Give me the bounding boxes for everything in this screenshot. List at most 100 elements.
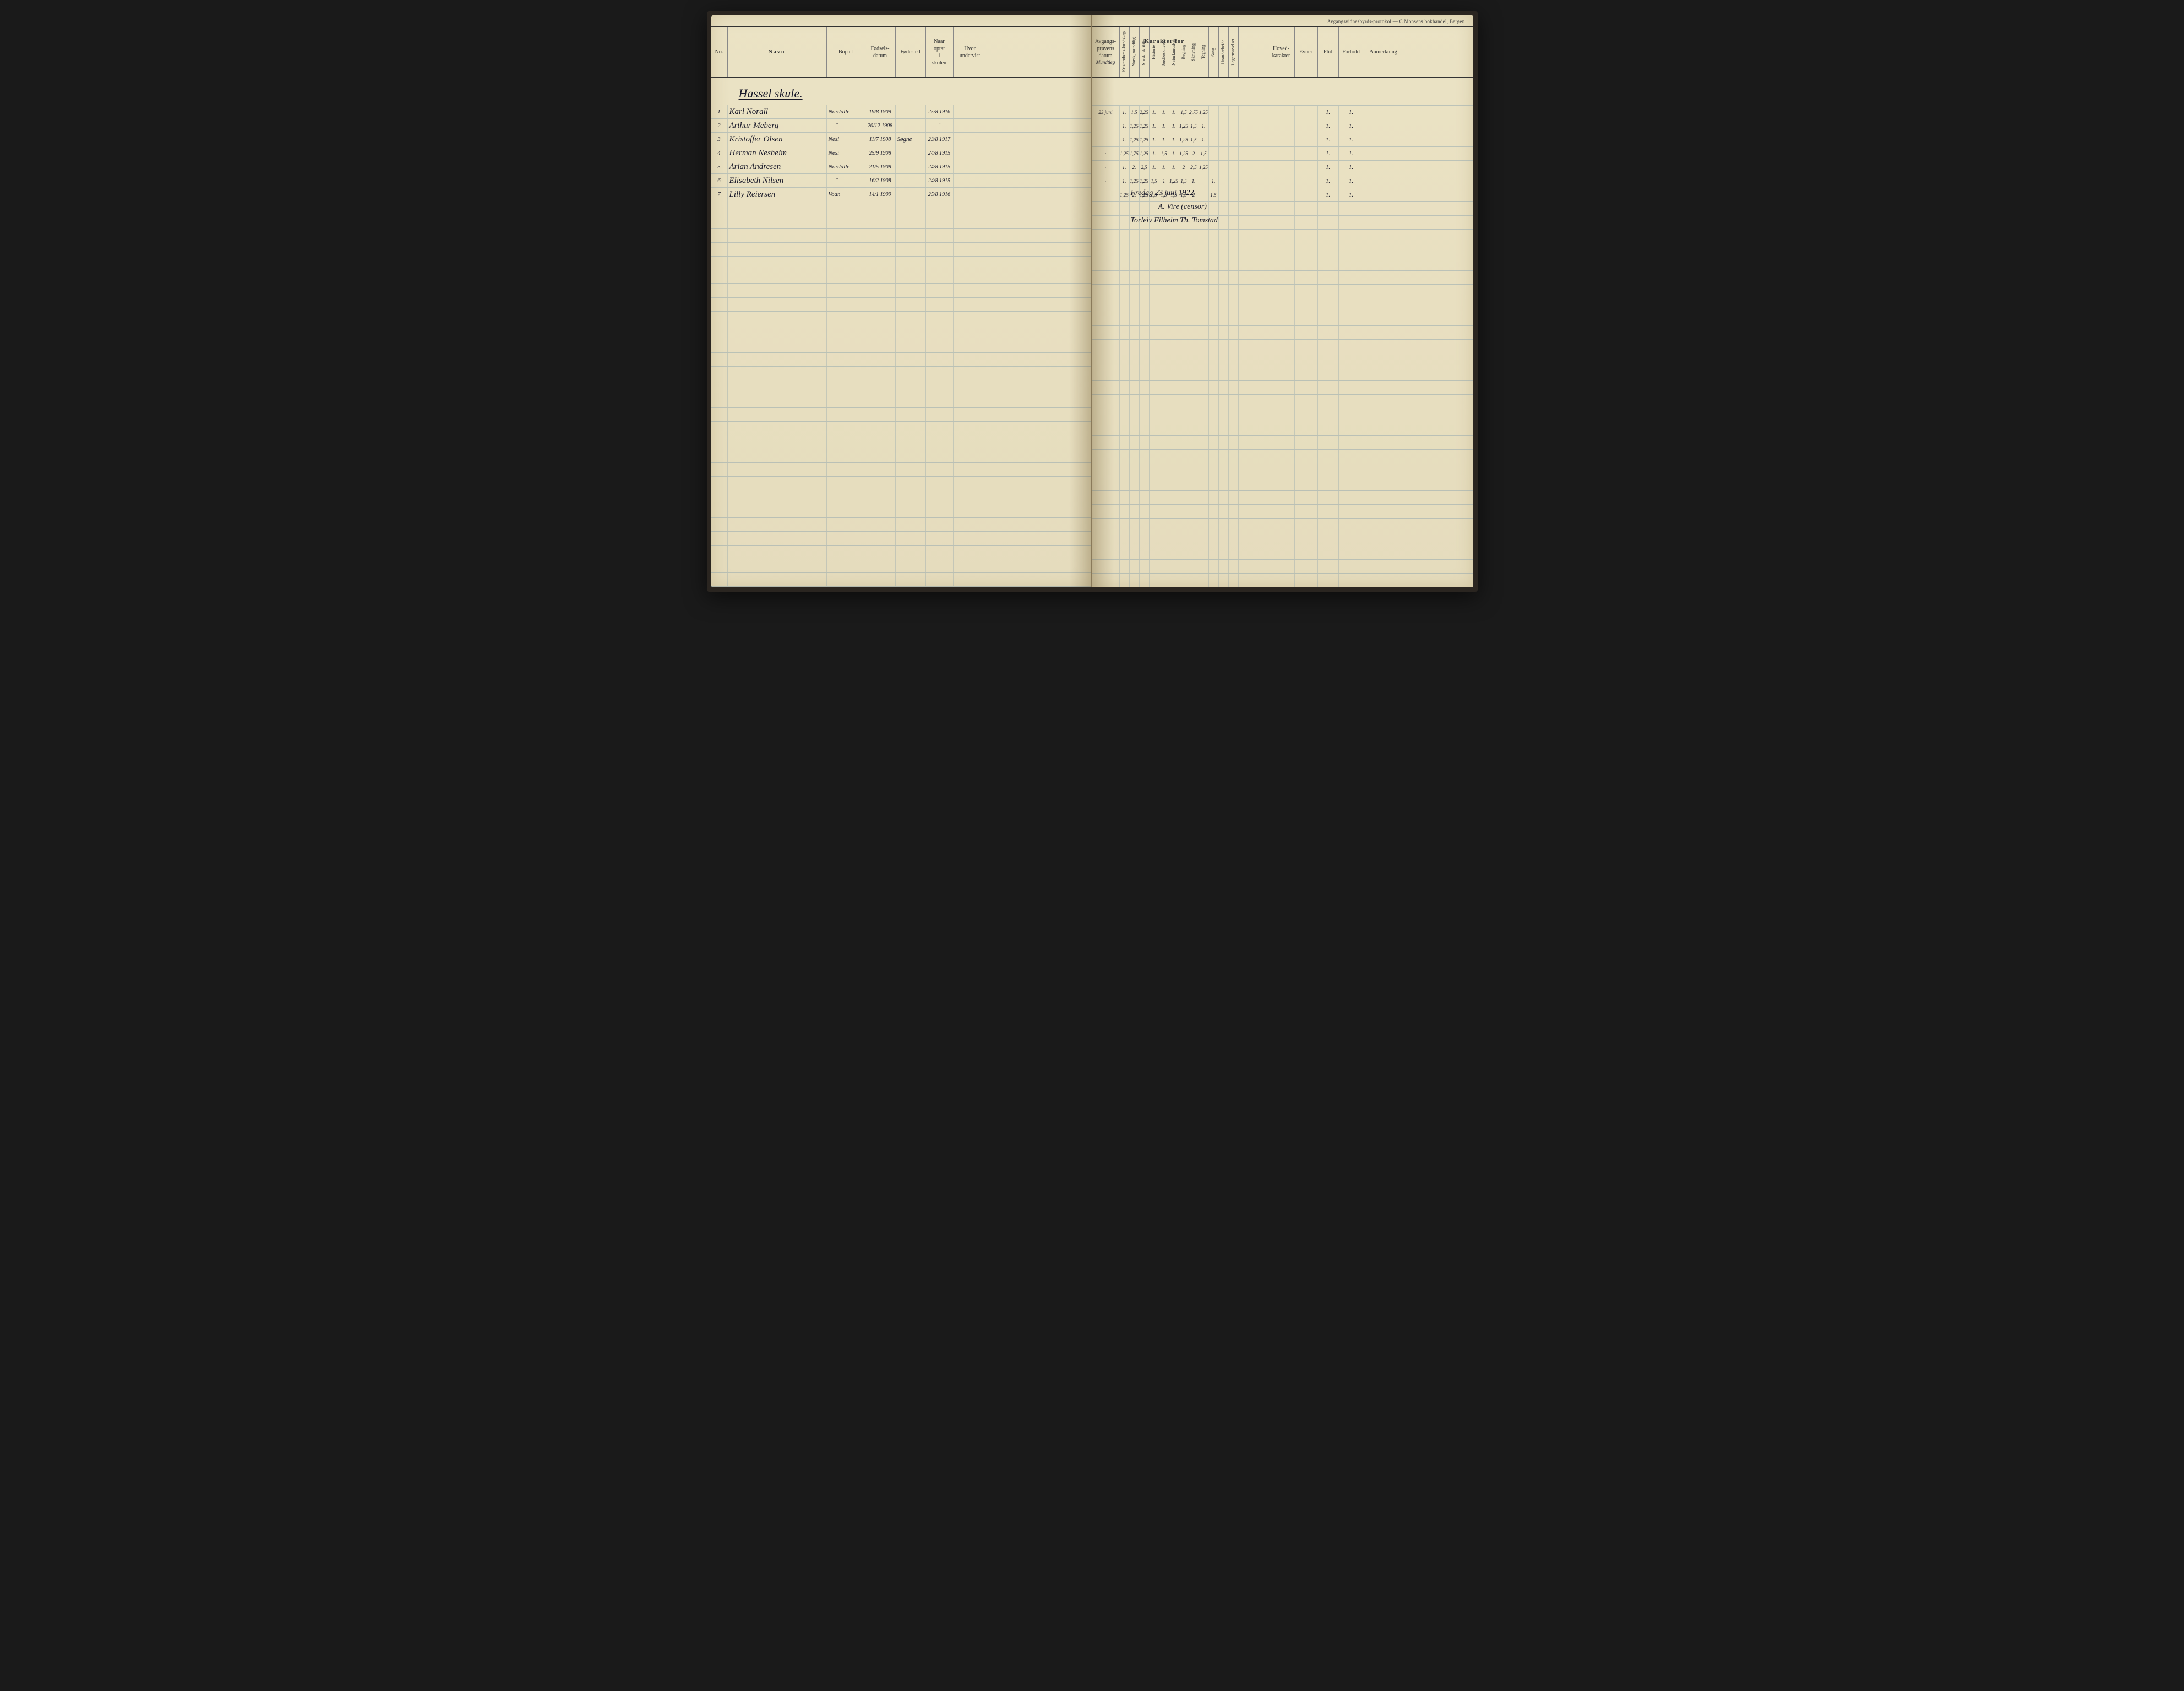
cell-flid: 1. [1318, 133, 1339, 146]
empty-row [1092, 422, 1473, 436]
cell-fodsel: 19/8 1909 [865, 105, 896, 118]
cell-fodsel: 16/2 1908 [865, 174, 896, 187]
cell-forhold: 1. [1339, 188, 1364, 201]
col-header-grade: Naturkundskap [1169, 27, 1179, 77]
cell-grade: 1,5 [1179, 106, 1189, 119]
cell-undervist [954, 174, 987, 187]
student-row-left: 4Herman NesheimNesi25/9 190824/8 1915 [711, 146, 1091, 160]
cell-grade: 1. [1150, 133, 1159, 146]
empty-row [1092, 243, 1473, 257]
cell-hoved [1268, 161, 1295, 174]
signature-censor: A. Vire (censor) [1131, 200, 1218, 214]
empty-row [1092, 450, 1473, 463]
empty-row [1092, 519, 1473, 532]
cell-grade [1209, 147, 1219, 160]
cell-grade: 1,5 [1159, 147, 1169, 160]
empty-row [711, 339, 1091, 353]
cell-grade [1219, 147, 1229, 160]
empty-row [1092, 477, 1473, 491]
cell-grade [1219, 188, 1229, 201]
cell-navn: Arian Andresen [728, 160, 827, 173]
col-header-grade: Haandarbeide [1219, 27, 1229, 77]
col-header-flid: Flid [1318, 27, 1339, 77]
cell-grade [1229, 133, 1239, 146]
empty-row [711, 559, 1091, 573]
cell-optat: 24/8 1915 [926, 146, 954, 160]
cell-anmerk [1364, 119, 1403, 133]
student-row-right: 1.1,251,251.1.1.1,251,51.1.1. [1092, 133, 1473, 147]
cell-grade: 1,5 [1189, 133, 1199, 146]
cell-grade: 1. [1120, 174, 1130, 188]
school-title: Hassel skule. [711, 78, 1091, 105]
cell-evner [1295, 174, 1318, 188]
empty-row [711, 463, 1091, 477]
cell-grade: 1,25 [1130, 133, 1140, 146]
cell-grade: 1. [1120, 106, 1130, 119]
empty-row [711, 367, 1091, 380]
col-header-hoved: Hoved- karakter [1268, 27, 1295, 77]
cell-undervist [954, 119, 987, 132]
cell-bopael: Voan [827, 188, 865, 201]
empty-row [711, 573, 1091, 587]
cell-navn: Kristoffer Olsen [728, 133, 827, 146]
cell-hoved [1268, 106, 1295, 119]
empty-row [1092, 230, 1473, 243]
col-header-grade: Norsk, skriftlig [1140, 27, 1150, 77]
student-row-left: 7Lilly ReiersenVoan14/1 190925/8 1916 [711, 188, 1091, 201]
cell-grade: 1. [1150, 119, 1159, 133]
student-row-left: 5Arian AndresenNordalle21/5 190824/8 191… [711, 160, 1091, 174]
cell-grade: 2 [1189, 147, 1199, 160]
cell-fodested [896, 105, 926, 118]
cell-evner [1295, 147, 1318, 160]
col-header-undervist: Hvor undervist [954, 27, 987, 77]
empty-row [1092, 532, 1473, 546]
cell-forhold: 1. [1339, 147, 1364, 160]
cell-optat: 25/8 1916 [926, 188, 954, 201]
cell-grade: 1. [1120, 119, 1130, 133]
cell-navn: Elisabeth Nilsen [728, 174, 827, 187]
cell-grade [1219, 174, 1229, 188]
right-page: Avgangsvidnesbyrds-protokol — C Monsens … [1092, 15, 1473, 587]
cell-undervist [954, 146, 987, 160]
empty-row [1092, 560, 1473, 574]
cell-evner [1295, 119, 1318, 133]
col-header-navn: Navn [728, 27, 827, 77]
empty-row [1092, 381, 1473, 395]
empty-row [711, 298, 1091, 312]
cell-fodsel: 25/9 1908 [865, 146, 896, 160]
col-header-fodsel: Fødsels- datum [865, 27, 896, 77]
cell-hoved [1268, 147, 1295, 160]
cell-grade: 1. [1199, 133, 1209, 146]
cell-fodested: Søgne [896, 133, 926, 146]
cell-grade: 1. [1159, 119, 1169, 133]
empty-row [1092, 491, 1473, 505]
col-header-evner: Evner [1295, 27, 1318, 77]
left-page: No. Navn Bopæl Fødsels- datum Fødested N… [711, 15, 1092, 587]
student-row-left: 3Kristoffer OlsenNesi11/7 1908Søgne23/8 … [711, 133, 1091, 146]
cell-grade: 1,25 [1179, 133, 1189, 146]
empty-row [711, 201, 1091, 215]
cell-bopael: — " — [827, 174, 865, 187]
col-header-optat: Naar optat i skolen [926, 27, 954, 77]
empty-row [711, 490, 1091, 504]
cell-optat: 24/8 1915 [926, 160, 954, 173]
empty-row [711, 270, 1091, 284]
col-header-grade: Jordbeskrivelse [1159, 27, 1169, 77]
col-header-anmerk: Anmerkning [1364, 27, 1403, 77]
cell-grade: 1,25 [1130, 119, 1140, 133]
student-row-right: ·1.2.2,51.1.1.22,51,251.1. [1092, 161, 1473, 174]
cell-forhold: 1. [1339, 119, 1364, 133]
empty-row [1092, 326, 1473, 340]
grade-headers: Kristendoms-kundskapNorsk, mundtligNorsk… [1120, 27, 1239, 77]
cell-grade [1229, 106, 1239, 119]
cell-grade: 1,5 [1189, 119, 1199, 133]
cell-grade: 1. [1159, 133, 1169, 146]
cell-flid: 1. [1318, 161, 1339, 174]
right-header-row: Karakter for Avgangs- prøvens datum Mund… [1092, 26, 1473, 78]
col-header-grade: Sang [1209, 27, 1219, 77]
cell-navn: Karl Norall [728, 105, 827, 118]
cell-anmerk [1364, 147, 1403, 160]
student-row-left: 1Karl NorallNordalle19/8 190925/8 1916 [711, 105, 1091, 119]
empty-row [1092, 505, 1473, 519]
ledger-book: No. Navn Bopæl Fødsels- datum Fødested N… [707, 11, 1478, 592]
